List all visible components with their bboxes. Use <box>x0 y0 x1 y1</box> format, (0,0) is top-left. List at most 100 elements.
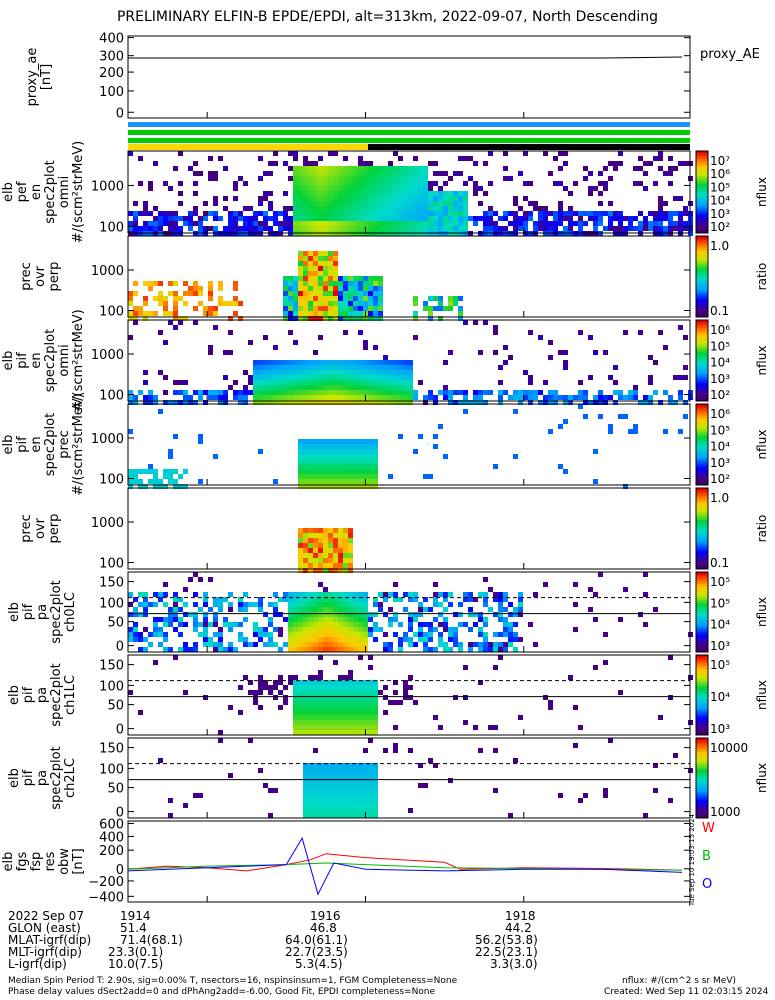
pixel <box>298 439 303 444</box>
pixel <box>178 216 183 221</box>
pixel <box>413 449 418 454</box>
pixel <box>363 602 368 607</box>
y-axis-label: elb <box>7 685 22 705</box>
colorbar-cell <box>696 667 708 670</box>
colorbar-cell <box>696 183 708 187</box>
pixel <box>318 156 323 161</box>
pixel <box>268 390 273 395</box>
pixel <box>478 186 483 191</box>
pixel <box>403 370 408 375</box>
pixel <box>313 251 318 256</box>
pixel <box>288 647 293 652</box>
pixel <box>343 301 348 306</box>
pixel <box>253 400 258 405</box>
pixel <box>458 296 463 301</box>
pixel <box>303 469 308 474</box>
pixel <box>178 632 183 637</box>
pixel <box>238 216 243 221</box>
pixel <box>403 186 408 191</box>
pixel <box>298 627 303 632</box>
colorbar-cell <box>696 350 708 353</box>
pixel <box>338 181 343 186</box>
pixel <box>278 375 283 380</box>
pixel <box>343 276 348 281</box>
pixel <box>253 602 258 607</box>
pixel <box>253 395 258 400</box>
colorbar-cell <box>696 165 708 168</box>
colorbar-cell <box>696 224 708 228</box>
pixel <box>313 798 318 803</box>
pixel <box>653 390 658 395</box>
pixel <box>293 221 298 226</box>
pixel <box>363 380 368 385</box>
pixel <box>593 665 598 670</box>
pixel <box>173 434 178 439</box>
pixel <box>373 793 378 798</box>
pixel <box>323 449 328 454</box>
pixel <box>653 360 658 365</box>
pixel <box>343 763 348 768</box>
pixel <box>313 690 318 695</box>
pixel <box>308 390 313 395</box>
pixel <box>168 798 173 803</box>
pixel <box>168 474 173 479</box>
pixel <box>328 602 333 607</box>
colorbar-cell <box>696 272 708 275</box>
pixel <box>323 171 328 176</box>
y-tick-label: 0 <box>116 863 124 878</box>
pixel <box>618 395 623 400</box>
pixel <box>363 221 368 226</box>
pixel <box>383 355 388 360</box>
pixel <box>313 166 318 171</box>
pixel <box>433 206 438 211</box>
pixel <box>313 380 318 385</box>
pixel <box>308 773 313 778</box>
y-tick-label: 150 <box>99 742 124 757</box>
pixel <box>258 375 263 380</box>
pixel <box>213 390 218 395</box>
pixel <box>458 612 463 617</box>
pixel <box>353 793 358 798</box>
pixel <box>173 311 178 316</box>
pixel <box>448 350 453 355</box>
pixel <box>168 607 173 612</box>
pixel <box>523 390 528 395</box>
pixel <box>383 375 388 380</box>
pixel <box>668 400 673 405</box>
pixel <box>343 385 348 390</box>
pixel <box>343 186 348 191</box>
pixel <box>313 449 318 454</box>
pixel <box>233 221 238 226</box>
pixel <box>308 763 313 768</box>
y-tick-label: 300 <box>99 50 124 65</box>
pixel <box>453 296 458 301</box>
pixel <box>448 627 453 632</box>
pixel <box>278 705 283 710</box>
pixel <box>493 597 498 602</box>
pixel <box>323 808 328 813</box>
colorbar-cell <box>696 760 708 763</box>
pixel <box>143 316 148 321</box>
pixel <box>518 592 523 597</box>
pixel <box>323 439 328 444</box>
pixel <box>588 211 593 216</box>
pixel <box>293 642 298 647</box>
spectrogram-elb_pif_pa_spec2plot_ch1LC <box>128 655 693 735</box>
pixel <box>338 808 343 813</box>
legend-B: B <box>702 849 711 864</box>
colorbar-cell <box>696 546 708 550</box>
pixel <box>303 533 308 538</box>
pixel <box>193 622 198 627</box>
colorbar-cell <box>696 586 708 589</box>
pixel <box>443 221 448 226</box>
pixel <box>368 276 373 281</box>
pixel <box>278 370 283 375</box>
pixel <box>333 568 338 573</box>
pixel <box>403 690 408 695</box>
pixel <box>153 400 158 405</box>
pixel <box>178 201 183 206</box>
pixel <box>318 803 323 808</box>
pixel <box>313 647 318 652</box>
pixel <box>158 211 163 216</box>
pixel <box>348 181 353 186</box>
